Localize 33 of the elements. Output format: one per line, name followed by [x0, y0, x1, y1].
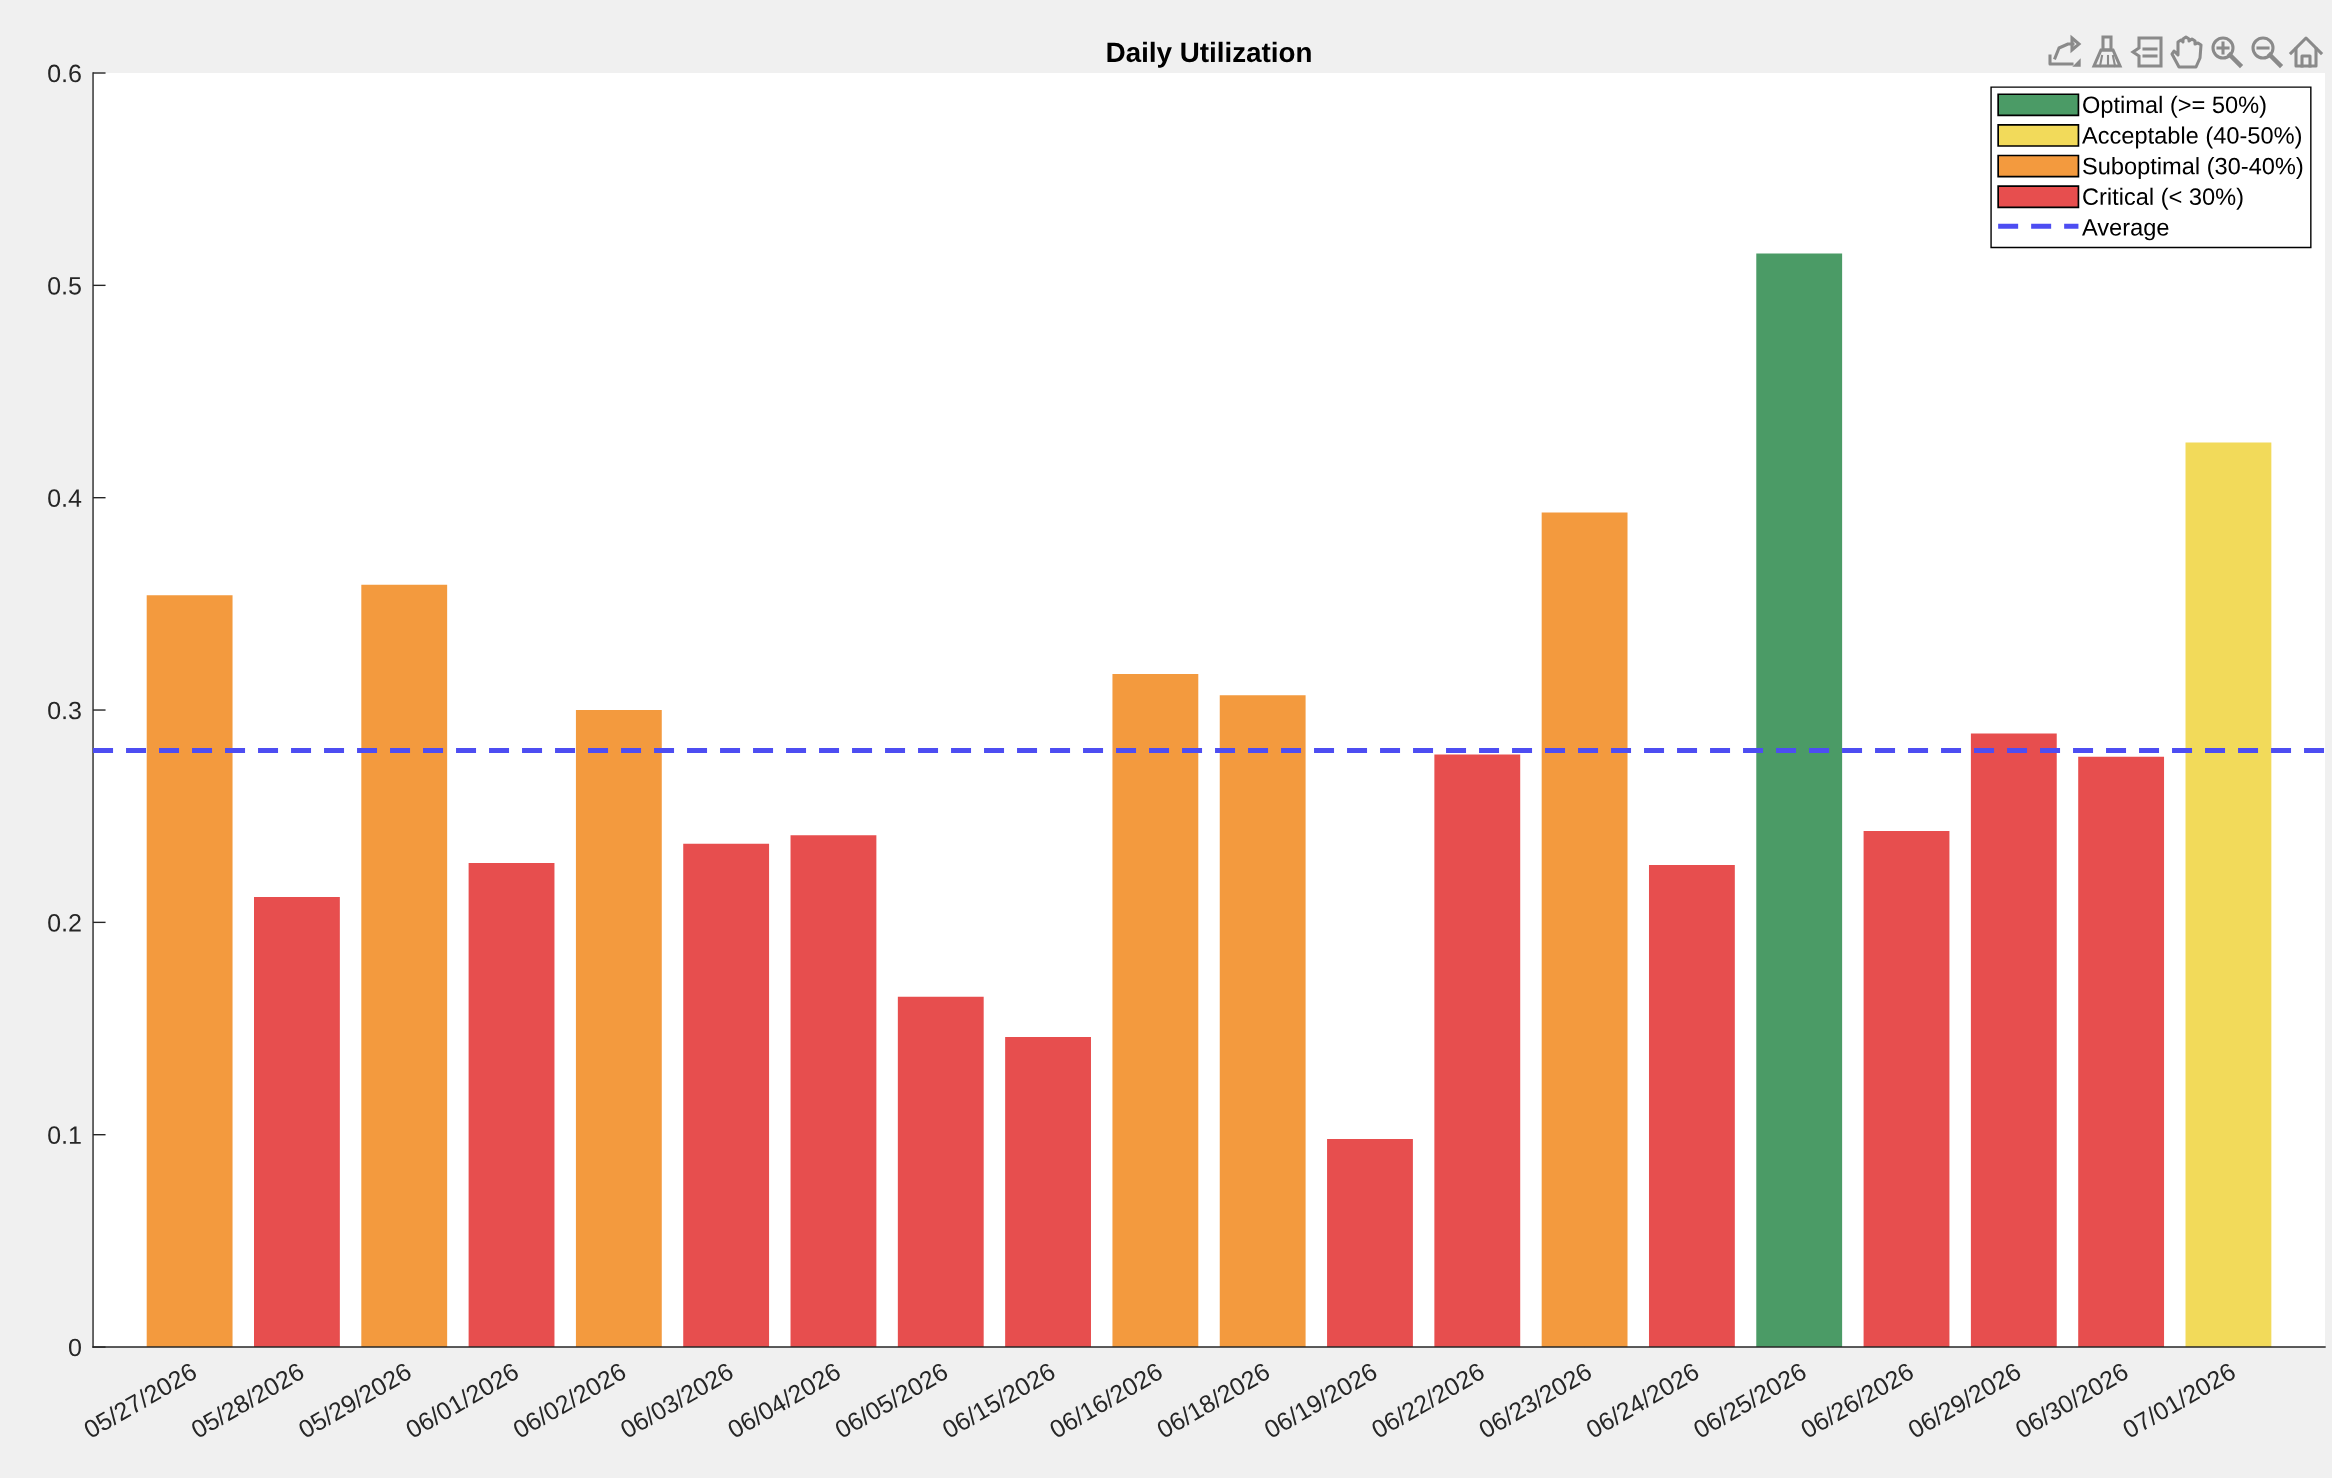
y-tick-label: 0.1: [48, 1126, 81, 1145]
bar: [1219, 695, 1306, 1348]
bar: [1327, 1138, 1413, 1348]
bar: [254, 896, 340, 1348]
y-tick-label: 0.3: [48, 701, 81, 720]
bar: [146, 595, 233, 1348]
bar: [361, 584, 448, 1348]
y-tick-label: 0: [69, 1338, 81, 1357]
bar: [897, 996, 984, 1348]
bar: [1541, 512, 1628, 1348]
bar: [1970, 733, 2057, 1348]
y-tick-label: 0.6: [48, 64, 81, 83]
bar: [2078, 756, 2165, 1348]
bar: [1648, 865, 1735, 1348]
chart-title: Daily Utilization: [1107, 41, 1311, 68]
bar: [2185, 442, 2272, 1348]
bar: [1005, 1037, 1091, 1348]
y-tick-label: 0.5: [48, 276, 81, 295]
bar: [790, 835, 877, 1348]
bar: [1112, 673, 1199, 1348]
legend-label: Optimal (>= 50%): [2083, 95, 2266, 118]
legend-label: Acceptable (40-50%): [2082, 126, 2301, 149]
bar: [1863, 831, 1950, 1348]
legend-label: Average: [2082, 219, 2169, 241]
bar: [575, 710, 662, 1348]
legend-label: Suboptimal (30-40%): [2083, 157, 2303, 180]
bar: [1434, 754, 1521, 1348]
bar: [468, 862, 555, 1348]
y-tick-label: 0.2: [48, 913, 81, 932]
y-tick-label: 0.4: [48, 489, 82, 507]
bar: [683, 843, 770, 1348]
legend-label: Critical (< 30%): [2083, 187, 2243, 210]
bar: [1756, 253, 1843, 1348]
